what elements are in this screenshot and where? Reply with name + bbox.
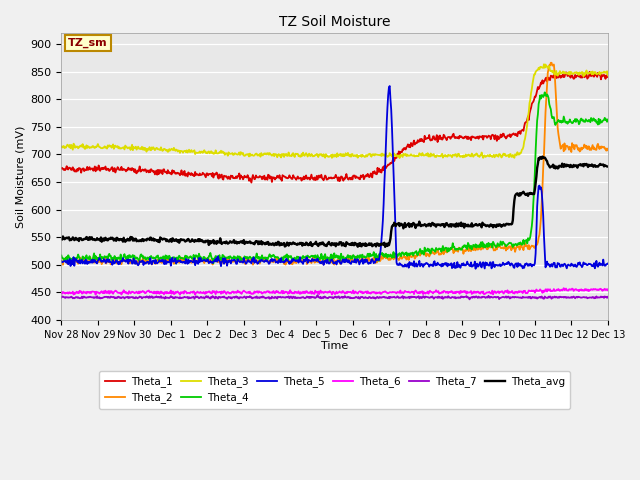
Theta_6 bbox=[58, 289, 65, 295]
Theta_2 bbox=[68, 257, 76, 263]
Theta_7 bbox=[67, 294, 75, 300]
Theta_4 bbox=[209, 256, 216, 262]
Theta_1 bbox=[586, 69, 593, 75]
Theta_avg bbox=[124, 236, 131, 241]
Theta_1 bbox=[179, 172, 187, 178]
Theta_3 bbox=[67, 142, 75, 148]
Theta_1 bbox=[208, 173, 216, 179]
Theta_5 bbox=[179, 260, 187, 265]
Theta_2 bbox=[418, 250, 426, 255]
Theta_2 bbox=[209, 262, 216, 267]
Theta_5 bbox=[124, 257, 131, 263]
Theta_5 bbox=[604, 261, 612, 266]
Line: Theta_1: Theta_1 bbox=[61, 72, 608, 182]
Theta_3 bbox=[604, 72, 612, 78]
Theta_3 bbox=[396, 155, 403, 161]
Line: Theta_avg: Theta_avg bbox=[61, 156, 608, 247]
Theta_4 bbox=[402, 251, 410, 257]
Theta_5 bbox=[208, 259, 216, 265]
Theta_3 bbox=[418, 153, 426, 158]
Theta_2 bbox=[124, 257, 132, 263]
Theta_7 bbox=[179, 295, 187, 300]
Theta_5 bbox=[58, 258, 65, 264]
Theta_3 bbox=[58, 144, 65, 150]
Theta_1 bbox=[124, 168, 131, 173]
Theta_avg bbox=[418, 222, 426, 228]
Theta_5 bbox=[402, 263, 410, 269]
Theta_avg bbox=[208, 240, 216, 245]
Line: Theta_4: Theta_4 bbox=[61, 92, 608, 264]
Theta_1 bbox=[58, 166, 65, 171]
Theta_4 bbox=[172, 261, 180, 266]
Theta_4 bbox=[58, 252, 65, 258]
Theta_5 bbox=[472, 266, 479, 272]
Line: Theta_2: Theta_2 bbox=[61, 63, 608, 265]
Theta_7 bbox=[604, 294, 612, 300]
Theta_7 bbox=[58, 295, 65, 300]
Theta_avg bbox=[67, 237, 75, 243]
Theta_6 bbox=[418, 289, 426, 295]
Theta_3 bbox=[540, 61, 548, 67]
Theta_2 bbox=[59, 262, 67, 268]
Theta_7 bbox=[124, 294, 131, 300]
Theta_avg bbox=[179, 237, 187, 243]
Theta_1 bbox=[248, 180, 255, 185]
Theta_7 bbox=[466, 297, 474, 302]
Theta_avg bbox=[381, 244, 389, 250]
Theta_5 bbox=[418, 261, 426, 266]
Theta_3 bbox=[179, 150, 187, 156]
Theta_6 bbox=[179, 289, 187, 295]
Theta_2 bbox=[604, 147, 612, 153]
Line: Theta_3: Theta_3 bbox=[61, 64, 608, 158]
Theta_6 bbox=[402, 289, 410, 295]
Theta_1 bbox=[402, 146, 410, 152]
Theta_5 bbox=[67, 260, 75, 265]
Theta_1 bbox=[604, 73, 612, 79]
Theta_1 bbox=[418, 136, 426, 142]
Theta_3 bbox=[208, 150, 216, 156]
Theta_7 bbox=[402, 295, 410, 300]
Theta_6 bbox=[209, 288, 216, 294]
Theta_avg bbox=[58, 236, 65, 241]
Theta_5 bbox=[386, 83, 394, 89]
Theta_7 bbox=[418, 295, 426, 301]
Theta_3 bbox=[124, 145, 131, 151]
Title: TZ Soil Moisture: TZ Soil Moisture bbox=[279, 15, 390, 29]
Theta_4 bbox=[124, 253, 131, 259]
Theta_1 bbox=[67, 167, 75, 173]
Theta_4 bbox=[418, 251, 426, 257]
Theta_7 bbox=[314, 292, 321, 298]
Theta_2 bbox=[58, 259, 65, 265]
Theta_4 bbox=[67, 256, 75, 262]
Text: TZ_sm: TZ_sm bbox=[68, 38, 108, 48]
Theta_6 bbox=[560, 285, 568, 291]
Y-axis label: Soil Moisture (mV): Soil Moisture (mV) bbox=[15, 125, 25, 228]
Theta_6 bbox=[67, 290, 75, 296]
Theta_6 bbox=[124, 290, 131, 296]
Theta_6 bbox=[191, 292, 199, 298]
Theta_2 bbox=[180, 255, 188, 261]
Theta_4 bbox=[180, 256, 188, 262]
Line: Theta_7: Theta_7 bbox=[61, 295, 608, 300]
Legend: Theta_1, Theta_2, Theta_3, Theta_4, Theta_5, Theta_6, Theta_7, Theta_avg: Theta_1, Theta_2, Theta_3, Theta_4, Thet… bbox=[99, 371, 570, 408]
Theta_4 bbox=[604, 117, 612, 122]
Theta_6 bbox=[604, 287, 612, 293]
Theta_avg bbox=[604, 164, 612, 169]
Theta_2 bbox=[402, 254, 410, 260]
Theta_3 bbox=[402, 151, 410, 157]
Line: Theta_5: Theta_5 bbox=[61, 86, 608, 269]
Line: Theta_6: Theta_6 bbox=[61, 288, 608, 295]
Theta_4 bbox=[541, 89, 548, 95]
Theta_avg bbox=[539, 154, 547, 159]
Theta_7 bbox=[208, 295, 216, 300]
X-axis label: Time: Time bbox=[321, 341, 348, 351]
Theta_avg bbox=[402, 224, 410, 230]
Theta_2 bbox=[547, 60, 555, 66]
